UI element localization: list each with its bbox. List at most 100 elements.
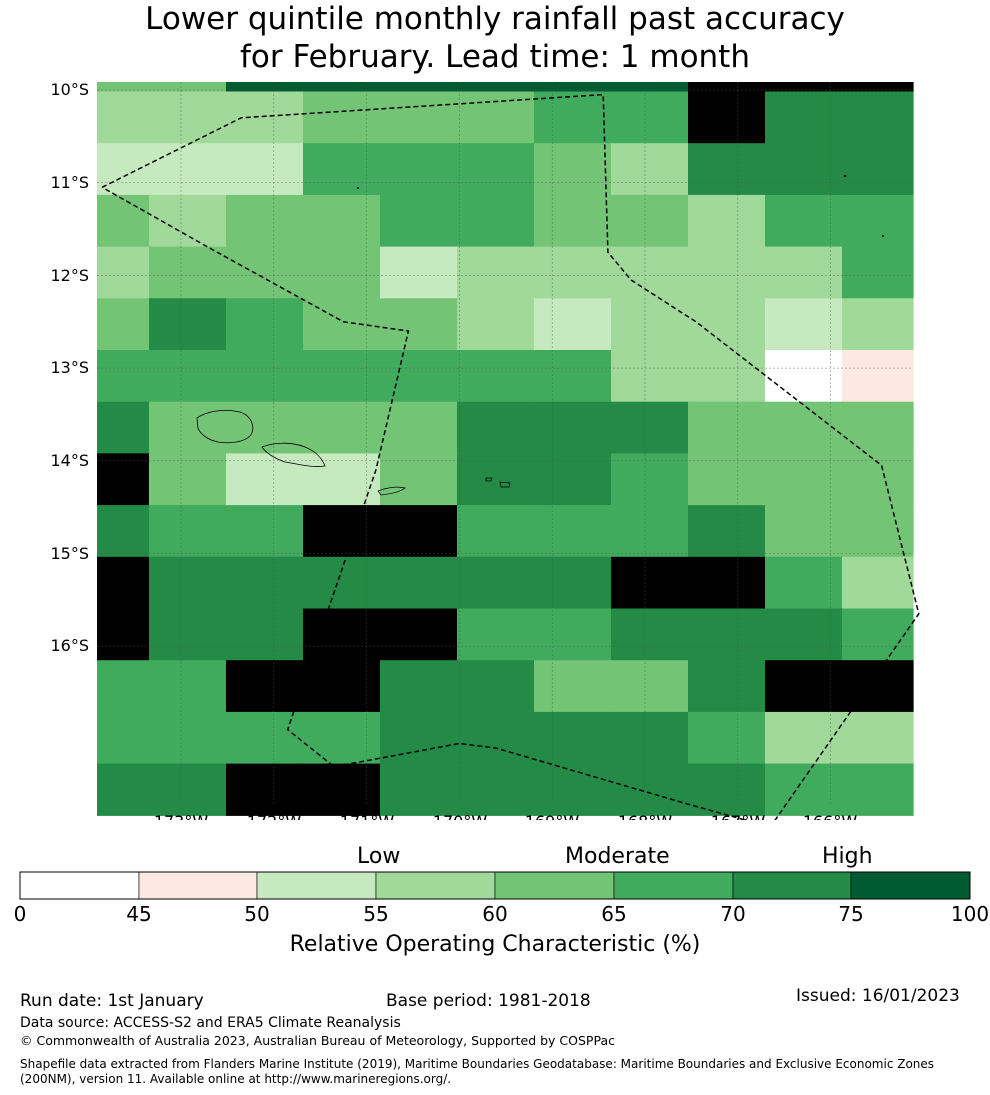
colorbar-segment	[732, 871, 852, 900]
map-cell	[765, 298, 843, 351]
chart-title-line-1: Lower quintile monthly rainfall past acc…	[145, 1, 845, 37]
map-cell	[842, 82, 914, 93]
map-cell	[534, 453, 612, 506]
map-cell	[226, 350, 304, 403]
map-cell	[97, 246, 150, 299]
colorbar-segment	[494, 871, 615, 900]
lat-label-15s: 15°S	[50, 544, 89, 563]
map-cell	[688, 556, 766, 610]
map-cell	[611, 401, 689, 454]
map-cell	[303, 143, 381, 196]
colorbar-tick-60: 60	[482, 902, 507, 926]
map-cell	[149, 711, 227, 765]
map-cell	[97, 711, 150, 765]
map-cell	[226, 82, 304, 93]
map-cell	[842, 711, 914, 765]
island-wallis	[109, 636, 116, 644]
map-cell	[457, 401, 535, 454]
map-cell	[97, 350, 150, 403]
colorbar-tick-75: 75	[838, 902, 863, 926]
map-cell	[688, 401, 766, 454]
map-cell	[380, 556, 458, 610]
legend-category-moderate: Moderate	[565, 844, 670, 869]
map-cell	[457, 246, 535, 299]
map-cell	[842, 298, 914, 351]
map-cell	[842, 608, 914, 661]
map-cell	[534, 194, 612, 248]
map-cell	[688, 298, 766, 351]
map-cell	[303, 401, 381, 454]
island-tau	[499, 481, 511, 488]
longitude-labels: 173°W 172°W 171°W 170°W 169°W 168°W 167°…	[154, 812, 858, 820]
map-cell	[765, 401, 843, 454]
map-cell	[611, 350, 689, 403]
map-cell	[226, 401, 304, 454]
colorbar-segment	[256, 871, 377, 900]
colorbar-tick-70: 70	[720, 902, 745, 926]
map-cell	[688, 711, 766, 765]
map-cell	[303, 763, 381, 816]
map-cell	[688, 246, 766, 299]
map-cell	[688, 660, 766, 713]
legend-category-low: Low	[357, 844, 401, 869]
map-cell	[611, 82, 689, 93]
legend-category-high: High	[822, 844, 873, 869]
map-cell	[149, 505, 227, 558]
colorbar-tick-0: 0	[14, 902, 27, 926]
map-cell	[842, 763, 914, 816]
map-cell	[765, 608, 843, 661]
lon-label-167w: 167°W	[711, 812, 766, 820]
map-cell	[149, 246, 227, 299]
lon-label-166w: 166°W	[803, 812, 858, 820]
map-cell	[380, 608, 458, 661]
island-small-dot	[882, 235, 884, 237]
map-cell	[611, 143, 689, 196]
map-cell	[457, 763, 535, 816]
map-cell	[765, 556, 843, 610]
run-date: Run date: 1st January	[20, 991, 204, 1011]
map-cell	[149, 298, 227, 351]
map-cell	[380, 82, 458, 93]
island-atafu-dot	[843, 174, 847, 178]
map-cell	[765, 350, 843, 403]
map-cell	[688, 505, 766, 558]
map-cell	[303, 350, 381, 403]
colorbar-label: Relative Operating Characteristic (%)	[289, 932, 701, 957]
map-cell	[534, 711, 612, 765]
colorbar-segment	[375, 871, 496, 900]
colorbar-segment	[19, 871, 140, 900]
map-cell	[149, 91, 227, 144]
map-cell	[842, 143, 914, 196]
eez-boundary	[101, 93, 920, 820]
map-cell	[97, 82, 150, 93]
shapefile-credit-line-2: (200NM), version 11. Available online at…	[20, 1072, 452, 1086]
map-cell	[226, 194, 304, 248]
island-savaii	[196, 410, 254, 444]
data-source: Data source: ACCESS-S2 and ERA5 Climate …	[20, 1015, 401, 1031]
map-cell	[97, 91, 150, 144]
map-cell	[226, 608, 304, 661]
map-cell	[688, 453, 766, 506]
shapefile-credit-line-1: Shapefile data extracted from Flanders M…	[20, 1057, 935, 1071]
lat-label-14s: 14°S	[50, 451, 89, 470]
map-cell	[380, 453, 458, 506]
map-cell	[457, 194, 535, 248]
map-cell	[380, 505, 458, 558]
map-cell	[534, 660, 612, 713]
map-gridlines	[97, 82, 913, 804]
map-cell	[149, 82, 227, 93]
map-cell	[97, 660, 150, 713]
map-cell	[765, 505, 843, 558]
map-cell	[149, 401, 227, 454]
map-cell	[380, 763, 458, 816]
map-cell	[534, 298, 612, 351]
colorbar-tick-55: 55	[363, 902, 388, 926]
lat-label-10s: 10°S	[50, 80, 89, 99]
lat-label-11s: 11°S	[50, 173, 89, 192]
map-cell	[457, 608, 535, 661]
issued-date: Issued: 16/01/2023	[796, 986, 960, 1006]
base-period: Base period: 1981-2018	[386, 991, 591, 1011]
map-cell	[149, 143, 227, 196]
map-cell	[457, 298, 535, 351]
map-cell	[149, 556, 227, 610]
